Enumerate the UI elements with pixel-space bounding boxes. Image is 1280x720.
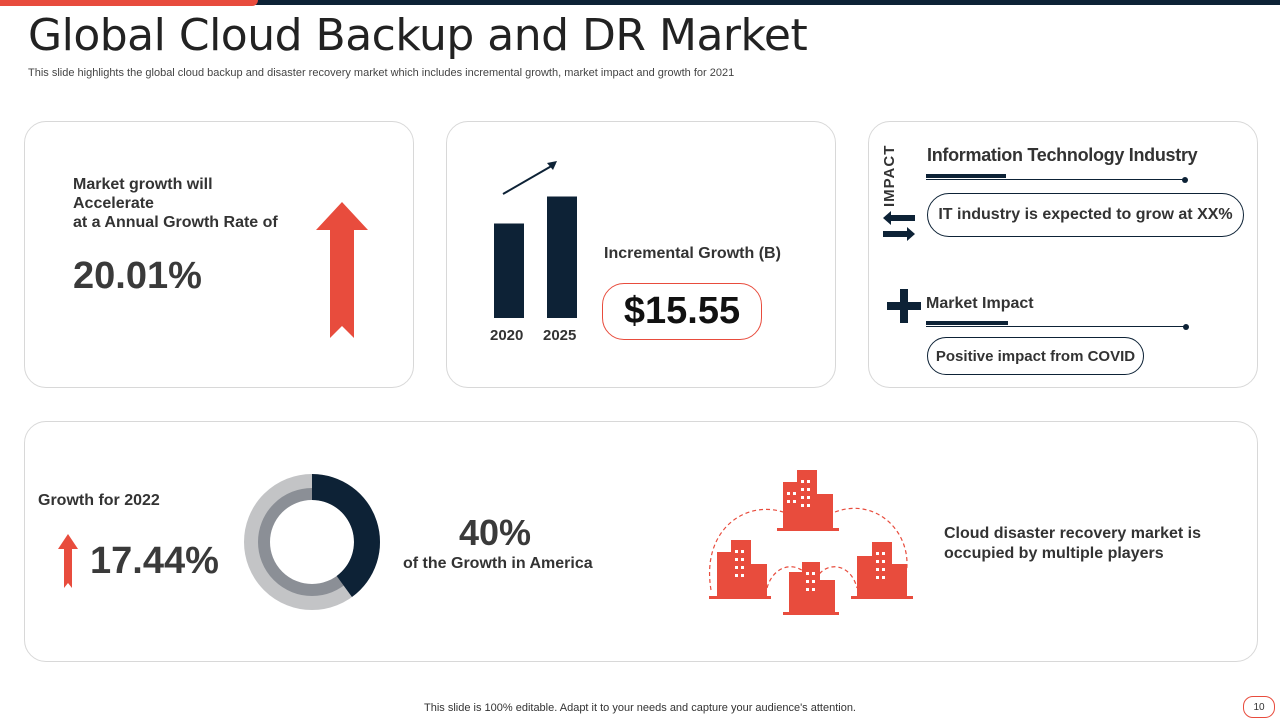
page-number: 10	[1243, 696, 1275, 718]
multiple-players-line2: occupied by multiple players	[944, 545, 1164, 562]
incremental-bar-chart	[494, 161, 577, 318]
growth-rate-line1: Market growth will	[73, 176, 213, 193]
donut-america-segment	[312, 474, 380, 598]
growth-rate-description: Market growth will Accelerate at a Annua…	[73, 175, 278, 232]
growth-2022-value: 17.44%	[90, 540, 219, 582]
market-heading-underline	[926, 321, 1008, 325]
it-rule-dot	[1182, 177, 1188, 183]
bar-2020	[494, 223, 524, 318]
multiple-players-text: Cloud disaster recovery market is occupi…	[944, 524, 1201, 564]
market-heading-rule	[926, 326, 1186, 327]
america-growth-label: of the Growth in America	[403, 555, 593, 572]
growth-rate-line2: Accelerate	[73, 195, 154, 212]
growth-rate-card: Market growth will Accelerate at a Annua…	[24, 121, 414, 388]
page-title: Global Cloud Backup and DR Market	[28, 10, 808, 61]
plus-icon	[887, 289, 921, 323]
footer-note: This slide is 100% editable. Adapt it to…	[424, 702, 856, 714]
market-impact-text: Positive impact from COVID	[927, 337, 1144, 375]
page-subtitle: This slide highlights the global cloud b…	[28, 67, 735, 79]
trend-arrow-line	[502, 163, 556, 195]
incremental-growth-value: $15.55	[602, 283, 762, 340]
bottom-stats-card: Growth for 2022 17.44% 40% of the Growth…	[24, 421, 1258, 662]
growth-2022-label: Growth for 2022	[38, 492, 160, 509]
bar-label-2025: 2025	[543, 327, 577, 344]
impact-vertical-label: IMPACT	[881, 144, 898, 207]
america-percent: 40%	[459, 512, 532, 553]
impact-card: IMPACT Information Technology Industry I…	[868, 121, 1258, 388]
bar-label-2020: 2020	[490, 327, 524, 344]
up-arrow-icon	[316, 202, 368, 338]
top-accent-bar	[0, 0, 1280, 5]
growth-rate-value: 20.01%	[73, 255, 202, 297]
trend-arrow-head	[547, 161, 557, 170]
market-impact-heading: Market Impact	[926, 295, 1034, 312]
bar-2025	[547, 196, 577, 318]
market-rule-dot	[1183, 324, 1189, 330]
it-industry-text: IT industry is expected to grow at XX%	[927, 193, 1244, 237]
small-up-arrow-icon	[58, 534, 78, 588]
it-heading-underline	[926, 174, 1006, 178]
it-heading-rule	[926, 179, 1186, 180]
multiple-players-buildings-icon	[709, 470, 913, 615]
multiple-players-line1: Cloud disaster recovery market is	[944, 525, 1202, 542]
incremental-growth-card: 2020 2025 Incremental Growth (B) $15.55	[446, 121, 836, 388]
america-donut-chart	[244, 474, 380, 610]
growth-rate-line3: at a Annual Growth Rate of	[73, 214, 278, 231]
top-accent-tab	[0, 0, 258, 6]
exchange-arrows-icon	[883, 211, 915, 241]
incremental-growth-label: Incremental Growth (B)	[604, 245, 781, 262]
it-industry-heading: Information Technology Industry	[927, 145, 1198, 165]
